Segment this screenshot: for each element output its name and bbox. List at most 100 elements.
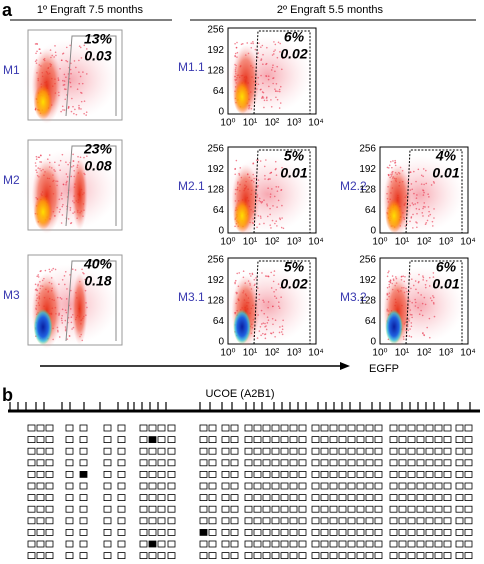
event-dot	[69, 68, 72, 71]
cpg-site	[271, 552, 280, 559]
event-dot	[267, 75, 270, 77]
event-dot	[35, 155, 38, 158]
x-tick-label: 10⁴	[308, 118, 323, 129]
cpg-site	[464, 470, 473, 478]
event-dot	[432, 301, 435, 304]
event-dot	[70, 85, 72, 88]
cpg-site	[398, 494, 407, 502]
cpg-site	[167, 540, 176, 548]
cpg-site	[455, 517, 464, 525]
cpg-site	[157, 494, 166, 502]
cpg-site	[262, 459, 271, 467]
cpg-site	[36, 459, 45, 467]
event-dot	[411, 316, 413, 319]
percent-label: 6%	[436, 259, 457, 275]
cpg-site	[221, 529, 230, 536]
density-plot	[23, 264, 118, 349]
ratio-label: 0.18	[84, 273, 111, 289]
event-dot	[72, 160, 75, 162]
x-tick-label: 10¹	[243, 118, 258, 129]
cpg-site	[443, 436, 452, 444]
ratio-label: 0.01	[432, 276, 459, 292]
cpg-site	[374, 540, 383, 548]
event-dot	[39, 154, 42, 156]
cpg-site	[79, 482, 88, 490]
event-dot	[404, 275, 406, 278]
locus-title: UCOE (A2B1)	[205, 388, 274, 400]
cpg-site	[148, 424, 157, 432]
cpg-site	[262, 424, 271, 432]
event-dot	[263, 99, 266, 102]
event-dot	[266, 215, 269, 218]
event-dot	[262, 53, 264, 56]
event-dot	[80, 100, 83, 103]
cpg-site	[311, 459, 320, 467]
cpg-site	[329, 505, 338, 513]
event-dot	[272, 53, 275, 55]
event-dot	[422, 194, 425, 196]
event-dot	[76, 88, 79, 91]
y-tick-label: 128	[207, 296, 224, 307]
cpg-site	[262, 505, 271, 513]
cpg-site	[36, 505, 45, 513]
event-dot	[422, 205, 425, 208]
density-plot	[23, 149, 118, 234]
methylated-cpg	[80, 471, 87, 478]
cpg-site	[356, 424, 365, 432]
cpg-site	[365, 424, 374, 432]
cpg-site	[148, 494, 157, 502]
density-core	[233, 198, 251, 233]
ratio-label: 0.02	[280, 276, 307, 292]
cpg-site	[280, 540, 289, 548]
event-dot	[263, 106, 265, 109]
cpg-site	[365, 459, 374, 467]
event-dot	[279, 102, 282, 104]
cpg-site	[356, 436, 365, 444]
cpg-site	[434, 447, 443, 455]
cpg-site	[464, 552, 473, 559]
cpg-site	[167, 494, 176, 502]
event-dot	[74, 269, 77, 271]
event-dot	[64, 328, 67, 330]
density-core	[33, 194, 53, 230]
cpg-site	[199, 552, 208, 559]
event-dot	[262, 63, 264, 65]
event-dot	[256, 226, 258, 229]
cpg-site	[199, 517, 208, 525]
event-dot	[275, 174, 278, 177]
cpg-site	[157, 424, 166, 432]
gate	[253, 149, 311, 234]
cpg-site	[407, 552, 416, 559]
cpg-site	[244, 529, 253, 536]
event-dot	[269, 196, 272, 198]
event-dot	[83, 156, 85, 159]
cpg-site	[244, 494, 253, 502]
event-dot	[273, 41, 275, 43]
event-dot	[420, 294, 422, 296]
cpg-site	[338, 482, 347, 490]
cpg-site	[139, 529, 148, 536]
event-dot	[422, 207, 424, 210]
event-dot	[274, 43, 277, 46]
event-dot	[266, 275, 268, 277]
cpg-site	[416, 505, 425, 513]
cpg-site	[329, 447, 338, 455]
cpg-site	[311, 517, 320, 525]
cpg-site	[253, 517, 262, 525]
cpg-site	[365, 470, 374, 478]
event-dot	[240, 43, 243, 46]
cpg-site	[289, 459, 298, 467]
event-dot	[421, 302, 424, 305]
event-dot	[60, 110, 62, 113]
event-dot	[266, 322, 269, 324]
event-dot	[271, 219, 274, 222]
event-dot	[52, 267, 55, 270]
event-dot	[431, 220, 434, 223]
event-dot	[37, 274, 40, 276]
event-dot	[433, 208, 435, 210]
event-dot	[85, 73, 88, 75]
event-dot	[417, 281, 420, 284]
cpg-site	[208, 482, 217, 490]
event-dot	[270, 227, 272, 229]
cpg-site	[221, 482, 230, 490]
